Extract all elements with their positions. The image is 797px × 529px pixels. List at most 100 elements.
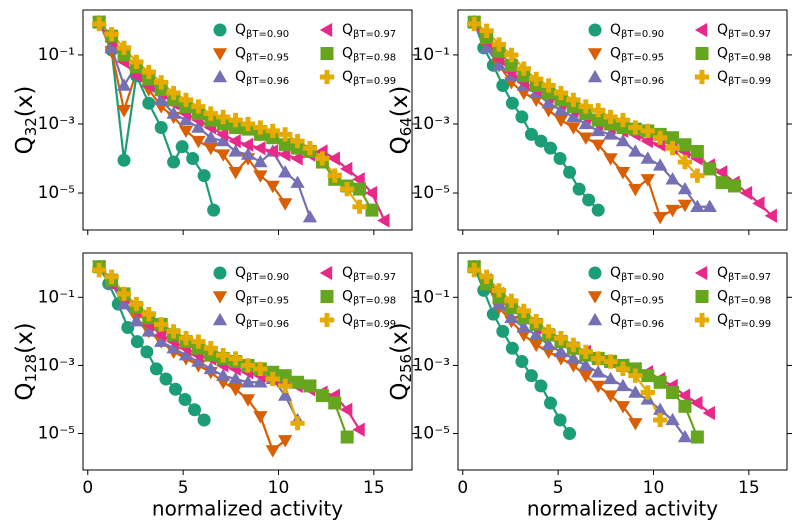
- marker: [628, 183, 643, 197]
- marker: [228, 371, 243, 385]
- marker: [278, 165, 293, 178]
- y-tick-label: 10⁻¹: [38, 45, 75, 65]
- marker: [116, 78, 132, 91]
- marker: [154, 121, 168, 135]
- marker: [278, 198, 293, 211]
- legend-label: QβT=0.98: [342, 289, 396, 307]
- legend-marker: [694, 22, 708, 38]
- marker: [591, 365, 606, 378]
- marker: [129, 54, 144, 70]
- marker: [479, 269, 494, 284]
- marker: [628, 144, 643, 157]
- marker: [690, 168, 705, 183]
- marker: [228, 133, 241, 149]
- legend-marker: [319, 312, 335, 328]
- legend-label: QβT=0.97: [342, 22, 396, 40]
- legend-label: QβT=0.90: [610, 22, 664, 40]
- marker: [666, 131, 680, 145]
- marker: [253, 375, 268, 388]
- marker: [591, 203, 605, 217]
- marker: [591, 380, 606, 394]
- legend-marker: [319, 265, 333, 281]
- legend-marker: [320, 47, 334, 60]
- legend-marker: [319, 22, 333, 38]
- marker: [228, 167, 243, 180]
- legend-marker: [695, 290, 709, 303]
- marker: [665, 412, 680, 426]
- marker: [290, 151, 303, 166]
- y-tick-label: 10⁻¹: [413, 287, 450, 307]
- marker: [203, 361, 218, 375]
- marker: [578, 116, 593, 130]
- legend-marker: [694, 265, 708, 281]
- marker: [188, 403, 202, 417]
- marker: [702, 199, 717, 212]
- plot-frame: [82, 9, 413, 231]
- y-tick-label: 10⁻⁵: [413, 183, 450, 203]
- marker: [553, 103, 569, 116]
- marker: [154, 334, 169, 347]
- marker: [715, 176, 729, 190]
- marker: [104, 269, 119, 284]
- legend-marker: [694, 312, 710, 328]
- marker: [665, 172, 680, 185]
- marker: [178, 112, 194, 126]
- y-axis-label: Q128(x): [12, 322, 40, 400]
- marker: [529, 71, 544, 87]
- marker: [141, 64, 156, 80]
- legend-marker: [213, 266, 227, 280]
- legend-label: QβT=0.98: [717, 46, 771, 64]
- marker: [340, 402, 353, 417]
- marker: [541, 78, 556, 93]
- marker: [166, 106, 181, 119]
- marker: [240, 375, 256, 388]
- y-tick-label: 10⁻¹: [38, 287, 75, 307]
- marker: [253, 140, 266, 156]
- marker: [467, 262, 482, 278]
- marker: [677, 199, 693, 213]
- marker: [529, 327, 544, 341]
- marker: [228, 351, 243, 366]
- marker: [290, 175, 305, 188]
- legend-label: QβT=0.97: [717, 265, 771, 283]
- marker: [578, 370, 593, 383]
- marker: [265, 123, 280, 139]
- y-axis-label: Q64(x): [387, 86, 415, 155]
- marker: [377, 213, 390, 228]
- marker: [566, 351, 581, 364]
- marker: [529, 313, 544, 329]
- marker: [653, 412, 668, 428]
- marker: [191, 99, 206, 114]
- marker: [504, 47, 519, 63]
- marker: [764, 208, 777, 223]
- legend-marker: [212, 291, 228, 304]
- marker: [541, 96, 556, 109]
- marker: [240, 394, 256, 407]
- marker: [229, 121, 243, 135]
- marker: [702, 405, 715, 421]
- marker: [566, 337, 581, 353]
- x-tick-label: 15: [363, 478, 385, 498]
- marker: [653, 158, 668, 171]
- marker: [578, 358, 593, 371]
- marker: [666, 386, 680, 400]
- marker: [352, 422, 365, 437]
- marker: [566, 109, 581, 123]
- marker: [291, 375, 305, 389]
- marker: [615, 112, 631, 128]
- marker: [116, 40, 132, 56]
- legend-label: QβT=0.98: [717, 289, 771, 307]
- marker: [167, 155, 181, 169]
- marker: [524, 369, 538, 383]
- marker: [690, 395, 703, 411]
- marker: [178, 92, 194, 107]
- marker: [491, 283, 507, 298]
- marker: [641, 369, 655, 383]
- marker: [327, 168, 342, 183]
- marker: [203, 341, 218, 356]
- legend-label: QβT=0.96: [235, 69, 289, 87]
- series-line: [98, 266, 361, 431]
- marker: [207, 203, 221, 217]
- marker: [690, 430, 704, 444]
